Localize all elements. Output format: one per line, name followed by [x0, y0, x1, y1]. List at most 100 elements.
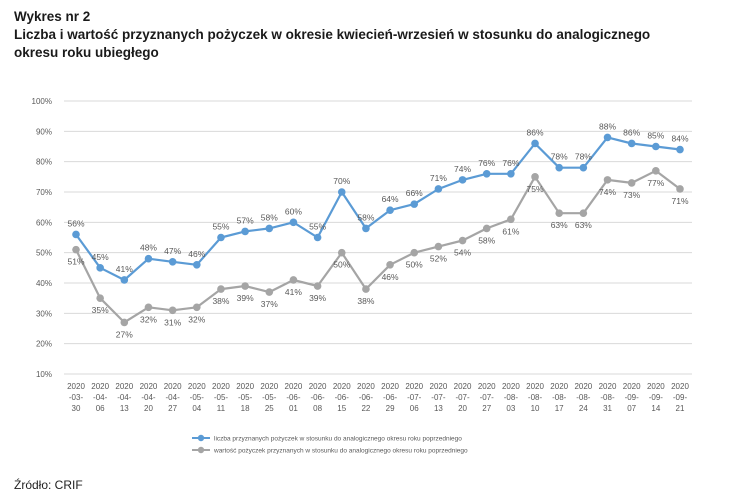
x-tick-label-line: -06- [383, 393, 398, 402]
series-2-data-label: 77% [647, 178, 664, 188]
series-1-point [337, 188, 346, 196]
series-2-data-label: 52% [430, 254, 447, 264]
series-1-point [676, 145, 684, 154]
x-tick-label-line: 01 [289, 404, 298, 413]
series-1-data-label: 64% [382, 194, 399, 204]
x-tick-label-line: -04- [117, 393, 132, 402]
series-2-point [603, 176, 612, 184]
series-2-data-label: 27% [116, 329, 133, 339]
series-lines [72, 133, 684, 327]
x-tick-label-line: 27 [482, 404, 491, 413]
x-tick-label: 2020 -09- 14 [647, 382, 665, 413]
x-tick-label-line: 2020 [164, 382, 182, 391]
x-tick-label: 2020 -06- 22 [357, 382, 375, 413]
x-tick-label-line: 13 [434, 404, 443, 413]
x-tick-label-line: 2020 [381, 382, 399, 391]
x-tick-label-line: 08 [313, 404, 322, 413]
x-tick-label-line: 21 [676, 404, 685, 413]
x-tick-label-line: 30 [72, 404, 81, 413]
series-1-data-label: 85% [647, 131, 664, 141]
x-tick-label: 2020 -08- 24 [574, 382, 592, 413]
series-1-point [193, 261, 201, 269]
series-1-point [434, 185, 443, 193]
series-2-data-label: 74% [599, 187, 616, 197]
series-1-point [96, 264, 104, 272]
x-tick-label-line: -08- [528, 393, 543, 402]
series-2-data-label: 39% [309, 293, 326, 303]
figure-number: Wykres nr 2 [14, 9, 91, 24]
series-2-data-label: 50% [406, 260, 423, 270]
x-tick-label-line: 17 [555, 404, 564, 413]
series-1-data-label: 58% [261, 212, 278, 222]
series-1-point [507, 170, 515, 178]
series-2-point [652, 166, 660, 175]
series-1-data-label: 58% [357, 212, 374, 222]
x-tick-label-line: 2020 [478, 382, 496, 391]
x-tick-label: 2020 -04- 20 [140, 382, 158, 413]
x-tick-label: 2020 -04- 06 [91, 382, 109, 413]
y-tick-label: 10% [36, 370, 52, 379]
x-tick-label-line: -07- [455, 393, 470, 402]
legend: liczba przyznanych pożyczek w stosunku d… [192, 434, 468, 455]
x-tick-label-line: 20 [144, 404, 153, 413]
x-tick-label-line: 18 [241, 404, 250, 413]
y-tick-label: 60% [36, 218, 52, 227]
series-1-data-label: 71% [430, 173, 447, 183]
x-tick-label-line: -06- [310, 393, 325, 402]
x-tick-label-line: -09- [673, 393, 688, 402]
chart-header: Wykres nr 2 Liczba i wartość przyznanych… [14, 8, 739, 62]
legend-label: liczba przyznanych pożyczek w stosunku d… [214, 436, 462, 443]
y-tick-label: 100% [32, 97, 52, 106]
series-1-point [531, 139, 539, 148]
x-tick-label: 2020 -05- 11 [212, 382, 230, 413]
x-tick-label-line: 2020 [357, 382, 375, 391]
series-2-point [555, 209, 563, 218]
y-tick-label: 70% [36, 188, 52, 197]
series-1-point [410, 200, 419, 208]
series-2-point [410, 248, 419, 257]
series-2-point [337, 248, 346, 257]
y-tick-label: 90% [36, 127, 52, 136]
series-1-data-label: 57% [237, 215, 254, 225]
x-tick-label-line: 2020 [140, 382, 158, 391]
x-tick-label: 2020 -08- 31 [599, 382, 617, 413]
x-tick-label-line: 2020 [502, 382, 520, 391]
x-tick-label-line: 2020 [599, 382, 617, 391]
series-1-point [458, 176, 467, 184]
x-tick-label-line: -06- [335, 393, 350, 402]
x-tick-label-line: -05- [262, 393, 277, 402]
series-2-data-label: 41% [285, 287, 302, 297]
x-tick-label-line: 29 [386, 404, 395, 413]
series-1-data-label: 86% [623, 127, 640, 137]
series-2-point [168, 306, 177, 315]
x-tick-label-line: 24 [579, 404, 588, 413]
series-1-data-label: 74% [454, 164, 471, 174]
x-tick-label-line: 2020 [623, 382, 641, 391]
chart-title-line-2: okresu roku ubiegłego [14, 45, 159, 60]
x-tick-label-line: 2020 [285, 382, 303, 391]
series-1-data-label: 86% [527, 127, 544, 137]
x-tick-label: 2020 -07- 13 [430, 382, 448, 413]
x-tick-label-line: -05- [238, 393, 253, 402]
series-line-2 [75, 169, 681, 324]
x-tick-label: 2020 -06- 15 [333, 382, 351, 413]
series-2-point [676, 185, 684, 193]
x-tick-label-line: -08- [504, 393, 519, 402]
series-1-data-label: 76% [478, 158, 495, 168]
series-2-data-label: 58% [478, 235, 495, 245]
x-tick-label-line: -08- [600, 393, 615, 402]
x-tick-label: 2020 -03- 30 [67, 382, 85, 413]
series-2-point [386, 261, 394, 269]
series-2-data-label: 54% [454, 248, 471, 258]
legend-swatch-marker [197, 434, 205, 442]
x-tick-label: 2020 -05- 04 [188, 382, 206, 413]
series-2-point [72, 245, 80, 254]
series-1-point [144, 254, 153, 263]
x-tick-label: 2020 -07- 20 [454, 382, 472, 413]
series-2-data-label: 32% [188, 314, 205, 324]
series-1-point [603, 133, 612, 142]
series-2-point [458, 236, 467, 245]
x-tick-label: 2020 -08- 10 [526, 382, 544, 413]
series-2-data-label: 51% [67, 257, 84, 267]
